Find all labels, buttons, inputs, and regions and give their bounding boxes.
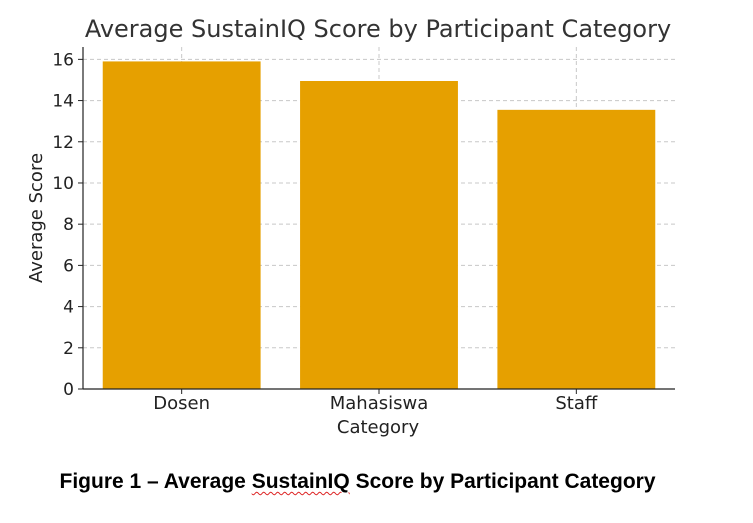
y-tick-label: 14 xyxy=(52,92,74,112)
y-axis-label: Average Score xyxy=(26,153,47,283)
figure-caption: Figure 1 – Average SustainIQ Score by Pa… xyxy=(0,470,715,494)
chart-title: Average SustainIQ Score by Participant C… xyxy=(85,15,671,43)
caption-suffix: Score by Participant Category xyxy=(349,470,656,493)
y-tick-label: 12 xyxy=(52,133,74,153)
bar-mahasiswa xyxy=(300,80,458,390)
bar-dosen xyxy=(102,61,261,389)
bars xyxy=(102,61,656,390)
x-axis-label: Category xyxy=(337,417,420,438)
bar-chart: Average SustainIQ Score by Participant C… xyxy=(26,15,675,438)
caption-prefix: Figure 1 – Average xyxy=(59,470,252,493)
x-tick-label: Mahasiswa xyxy=(330,393,429,414)
y-tick-label: 2 xyxy=(63,339,74,359)
y-tick-label: 16 xyxy=(52,50,74,70)
y-tick-label: 4 xyxy=(63,298,74,318)
x-tick-label: Staff xyxy=(555,393,598,414)
y-tick-label: 0 xyxy=(63,380,74,400)
y-ticks: 0 2 4 6 8 10 12 14 16 xyxy=(52,50,83,400)
y-tick-label: 10 xyxy=(52,174,74,194)
y-tick-label: 6 xyxy=(63,256,74,276)
y-tick-label: 8 xyxy=(63,215,74,235)
x-tick-label: Dosen xyxy=(153,393,210,414)
x-ticks: Dosen Mahasiswa Staff xyxy=(153,389,598,414)
caption-flagged-word: SustainIQ xyxy=(251,470,350,493)
bar-staff xyxy=(497,109,656,390)
